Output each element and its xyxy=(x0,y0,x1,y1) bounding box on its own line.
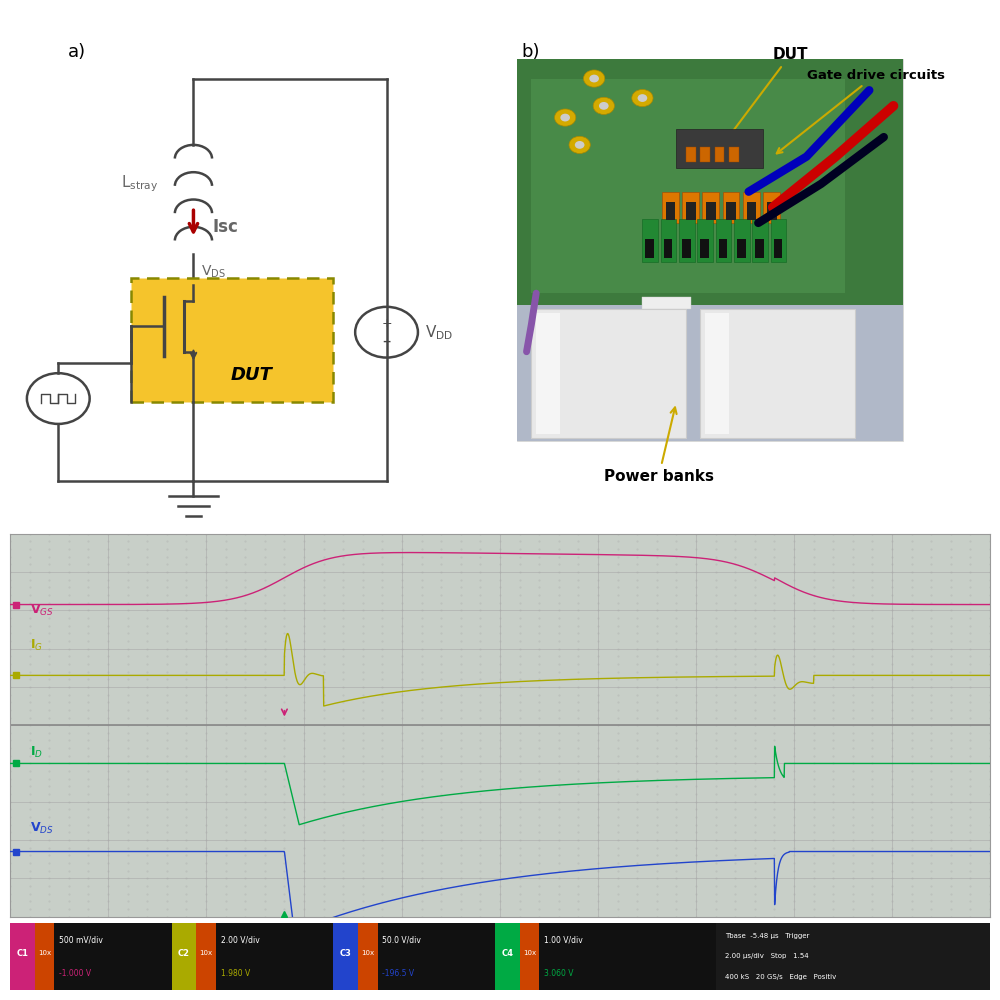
Text: 10x: 10x xyxy=(361,950,374,956)
Text: 50.0 V/div: 50.0 V/div xyxy=(382,935,421,944)
Circle shape xyxy=(593,97,614,114)
Text: 400 kS   20 GS/s   Edge   Positiv: 400 kS 20 GS/s Edge Positiv xyxy=(725,974,837,980)
Circle shape xyxy=(638,94,647,102)
Bar xyxy=(715,147,724,162)
Bar xyxy=(682,239,691,258)
Bar xyxy=(531,309,686,438)
Bar xyxy=(664,239,672,258)
Bar xyxy=(700,239,709,258)
Text: Gate drive circuits: Gate drive circuits xyxy=(777,69,945,153)
Text: V$_{GS}$: V$_{GS}$ xyxy=(30,603,53,618)
Circle shape xyxy=(632,89,653,107)
Text: C3: C3 xyxy=(340,949,352,958)
Text: 10x: 10x xyxy=(38,950,51,956)
Bar xyxy=(536,313,560,434)
Bar xyxy=(642,297,691,309)
Bar xyxy=(676,129,763,168)
Text: V$_{\rm DS}$: V$_{\rm DS}$ xyxy=(201,264,225,280)
Circle shape xyxy=(560,114,570,121)
Bar xyxy=(642,219,658,262)
Bar xyxy=(763,192,780,223)
Bar xyxy=(517,59,903,441)
Bar xyxy=(700,309,855,438)
Bar xyxy=(716,219,731,262)
FancyBboxPatch shape xyxy=(131,278,333,402)
Text: 3.060 V: 3.060 V xyxy=(544,969,574,978)
Bar xyxy=(686,202,696,220)
Text: DUT: DUT xyxy=(230,366,272,384)
Bar xyxy=(737,239,746,258)
Text: 10x: 10x xyxy=(523,950,536,956)
Text: I$_{G}$: I$_{G}$ xyxy=(30,638,43,653)
Bar xyxy=(517,305,903,441)
Circle shape xyxy=(599,102,609,110)
Bar xyxy=(196,923,216,990)
Bar xyxy=(716,923,990,990)
Bar xyxy=(774,239,782,258)
Circle shape xyxy=(589,75,599,82)
Bar xyxy=(747,202,756,220)
Bar xyxy=(495,923,520,990)
Bar xyxy=(734,219,750,262)
Bar xyxy=(679,219,695,262)
Circle shape xyxy=(555,109,576,126)
Bar xyxy=(686,147,696,162)
Text: Power banks: Power banks xyxy=(604,407,714,484)
Text: Isc: Isc xyxy=(213,218,239,236)
Text: Tbase  -5.48 μs   Trigger: Tbase -5.48 μs Trigger xyxy=(725,933,810,939)
Bar xyxy=(755,239,764,258)
Text: DUT: DUT xyxy=(723,47,808,145)
Text: 1.980 V: 1.980 V xyxy=(221,969,250,978)
Bar xyxy=(729,147,739,162)
Bar xyxy=(702,192,719,223)
Bar xyxy=(706,202,716,220)
Bar xyxy=(771,219,786,262)
Bar xyxy=(752,219,768,262)
Text: C1: C1 xyxy=(16,949,28,958)
Text: 500 mV/div: 500 mV/div xyxy=(59,935,103,944)
Bar xyxy=(743,192,760,223)
Bar xyxy=(723,192,739,223)
Bar xyxy=(705,313,729,434)
Text: I$_{D}$: I$_{D}$ xyxy=(30,745,43,760)
Bar xyxy=(767,202,777,220)
Bar xyxy=(517,59,903,313)
Text: –: – xyxy=(382,332,391,350)
Text: V$_{\rm DD}$: V$_{\rm DD}$ xyxy=(425,323,453,342)
Bar xyxy=(682,192,699,223)
Bar xyxy=(666,202,675,220)
Bar xyxy=(726,202,736,220)
Text: +: + xyxy=(381,317,392,330)
Text: -196.5 V: -196.5 V xyxy=(382,969,415,978)
Text: 10x: 10x xyxy=(199,950,213,956)
Bar xyxy=(661,219,676,262)
Text: 1.00 V/div: 1.00 V/div xyxy=(544,935,583,944)
Circle shape xyxy=(569,136,590,153)
Bar xyxy=(333,923,358,990)
Circle shape xyxy=(575,141,584,149)
Bar xyxy=(10,923,34,990)
Text: b): b) xyxy=(522,43,540,61)
Text: a): a) xyxy=(68,43,86,61)
Bar xyxy=(358,923,378,990)
Bar xyxy=(172,923,196,990)
Bar xyxy=(719,239,727,258)
Text: L$_{\rm stray}$: L$_{\rm stray}$ xyxy=(121,174,158,194)
Text: C2: C2 xyxy=(178,949,190,958)
Bar xyxy=(520,923,539,990)
Bar xyxy=(697,219,713,262)
Text: C4: C4 xyxy=(501,949,513,958)
Bar xyxy=(662,192,679,223)
Text: 2.00 μs/div   Stop   1.54: 2.00 μs/div Stop 1.54 xyxy=(725,953,809,959)
Bar xyxy=(700,147,710,162)
Bar xyxy=(34,923,54,990)
Text: -1.000 V: -1.000 V xyxy=(59,969,91,978)
Bar xyxy=(531,79,845,293)
Text: 2.00 V/div: 2.00 V/div xyxy=(221,935,259,944)
Text: V$_{DS}$: V$_{DS}$ xyxy=(30,821,53,836)
Bar xyxy=(645,239,654,258)
Circle shape xyxy=(584,70,605,87)
